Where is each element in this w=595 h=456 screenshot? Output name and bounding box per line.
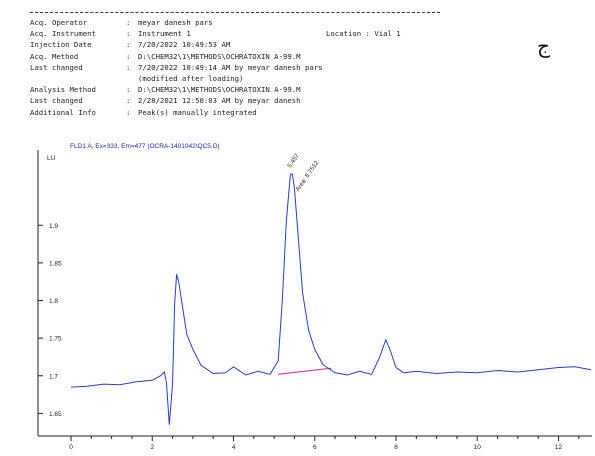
header-sep: : (126, 29, 131, 39)
x-tick-label: 8 (394, 444, 398, 451)
y-ticks: 1.65 1.7 1.75 1.8 1.85 1.9 (38, 223, 62, 418)
peak-retention-label: 5.457 (286, 152, 301, 169)
x-ticks: 0 2 4 6 8 10 12 (69, 436, 580, 451)
x-tick-label: 6 (313, 444, 317, 451)
header-row: Additional Info: Peak(s) manually integra… (30, 107, 460, 118)
header-sep: : (126, 107, 131, 117)
header-value: Peak(s) manually integrated (138, 107, 257, 117)
x-tick-label: 10 (474, 444, 482, 451)
header-row: Acq. Method: D:\CHEM32\1\METHODS\OCHRATOX… (30, 51, 460, 62)
y-tick-label: 1.65 (49, 411, 62, 418)
header-value: meyar danesh pars (138, 18, 213, 27)
header-sep: : (126, 85, 131, 95)
header-value: D:\CHEM32\1\METHODS\OCHRATOXIN A-99.M (138, 85, 301, 95)
header-row: (modified after loading) (30, 73, 460, 84)
header-value: 7/20/2022 10:49:14 AM by meyar danesh pa… (138, 62, 323, 72)
y-unit-label: LU (47, 155, 56, 162)
header-value: 7/20/2022 10:49:53 AM (138, 40, 231, 50)
header-row: Acq. Instrument: Instrument 1 Location : V… (30, 28, 460, 39)
peak-area-label: Area: 8.7512 (294, 159, 320, 192)
plot-frame (38, 146, 592, 436)
header-key: Additional Info (30, 107, 96, 117)
integration-baseline (278, 367, 332, 375)
y-tick-label: 1.8 (49, 298, 58, 305)
chart-title: FLD1 A, Ex=333, Em=477 (OCRA-1401042\QC5… (70, 143, 220, 150)
header-rows: Acq. Operator: meyar danesh pars Acq. Inst… (30, 17, 460, 118)
header-sep: : (126, 96, 131, 106)
header-key: Acq. Instrument (30, 29, 96, 39)
report-header: Acq. Operator: meyar danesh pars Acq. Inst… (30, 6, 460, 118)
x-tick-label: 4 (232, 444, 236, 451)
x-tick-label: 2 (150, 444, 154, 451)
header-rule (30, 12, 440, 13)
location-value: Vial 1 (374, 29, 401, 39)
header-value: D:\CHEM32\1\METHODS\OCHRATOXIN A-99.M (138, 51, 301, 61)
header-key: Acq. Method (30, 51, 79, 61)
header-value: 2/28/2021 12:50:03 AM by meyar danesh (138, 96, 301, 106)
y-tick-label: 1.7 (49, 373, 58, 380)
header-key: Last changed (30, 96, 83, 106)
header-sep: : (126, 18, 131, 27)
header-sep: : (126, 40, 131, 50)
header-value: (modified after loading) (138, 73, 244, 83)
header-row: Analysis Method: D:\CHEM32\1\METHODS\OCHR… (30, 84, 460, 95)
location-sep: : (361, 29, 375, 39)
y-tick-label: 1.85 (49, 260, 62, 267)
header-key: Last changed (30, 62, 83, 72)
x-tick-label: 0 (69, 444, 73, 451)
header-row: Injection Date:7/20/2022 10:49:53 AM (30, 39, 460, 50)
header-key: Acq. Operator (30, 18, 88, 27)
y-tick-label: 1.75 (49, 336, 62, 343)
header-value: Instrument 1 (138, 29, 191, 39)
corner-mark: ج (537, 34, 550, 58)
header-key: Analysis Method (30, 85, 96, 95)
header-row: Last changed:7/20/2022 10:49:14 AM by me… (30, 62, 460, 73)
y-tick-label: 1.9 (49, 223, 58, 230)
series-line-fld1 (70, 173, 592, 425)
header-row: Last changed:2/28/2021 12:50:03 AM by me… (30, 95, 460, 106)
header-row: Acq. Operator: meyar danesh pars (30, 17, 460, 28)
header-sep: : (126, 62, 131, 72)
x-tick-label: 12 (555, 444, 563, 451)
header-sep: : (126, 51, 131, 61)
header-key: Injection Date (30, 40, 92, 50)
location-key: Location (326, 29, 362, 39)
location-field: Location : Vial 1 (326, 28, 401, 39)
